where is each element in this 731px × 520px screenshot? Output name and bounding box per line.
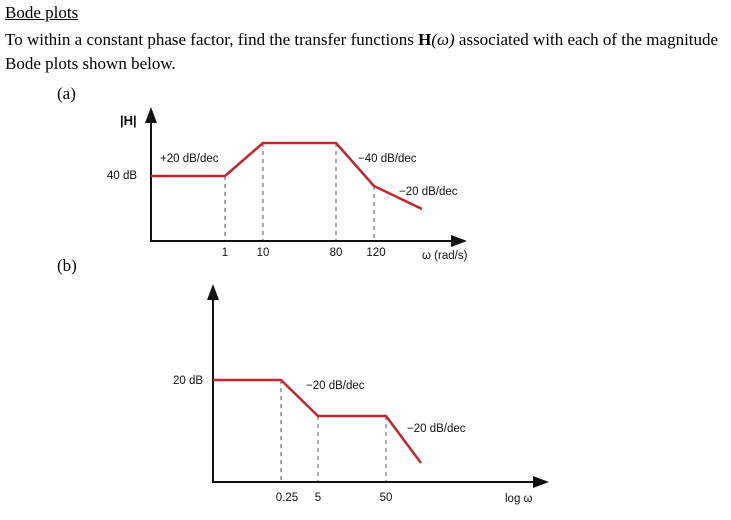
plot-a-level-label: 40 dB — [107, 170, 137, 182]
plot-b-tick-0.25: 0.25 — [276, 492, 298, 504]
plot-a-slope-label-1: +20 dB/dec — [160, 153, 219, 165]
problem-text-before: To within a constant phase factor, find … — [5, 30, 419, 49]
part-b-label: (b) — [57, 256, 77, 275]
plot-b: 20 dB −20 dB/dec −20 dB/dec 0.25 5 50 lo… — [173, 284, 549, 505]
plot-b-x-label: log ω — [505, 493, 533, 505]
plot-a-tick-80: 80 — [330, 247, 343, 259]
plot-a-slope-label-2: −40 dB/dec — [358, 153, 417, 165]
plot-a-y-label: |H| — [120, 113, 137, 128]
page-title: Bode plots — [5, 3, 79, 22]
problem-text-after: associated with each of the magnitude Bo… — [5, 30, 719, 73]
transfer-function-symbol: H — [418, 30, 432, 49]
plot-b-slope-label-1: −20 dB/dec — [306, 380, 365, 392]
problem-statement: To within a constant phase factor, find … — [5, 28, 725, 76]
plot-b-tick-50: 50 — [380, 492, 393, 504]
plot-b-magnitude-curve — [213, 378, 423, 464]
plot-a-tick-1: 1 — [222, 247, 228, 259]
transfer-function-argument: (ω) — [431, 30, 455, 49]
plot-a-slope-label-3: −20 dB/dec — [399, 186, 458, 198]
plot-b-slope-label-2: −20 dB/dec — [407, 423, 466, 435]
plot-a-tick-120: 120 — [366, 247, 385, 259]
plot-a-magnitude-curve — [151, 141, 423, 211]
plot-b-level-label: 20 dB — [173, 375, 203, 387]
plot-a-tick-10: 10 — [257, 247, 270, 259]
plot-a: |H| 40 dB +20 dB/dec −40 dB/dec −20 dB/d… — [107, 107, 468, 262]
part-a-label: (a) — [57, 84, 76, 103]
plot-a-x-label: ω (rad/s) — [422, 250, 468, 262]
plot-b-tick-5: 5 — [315, 492, 321, 504]
